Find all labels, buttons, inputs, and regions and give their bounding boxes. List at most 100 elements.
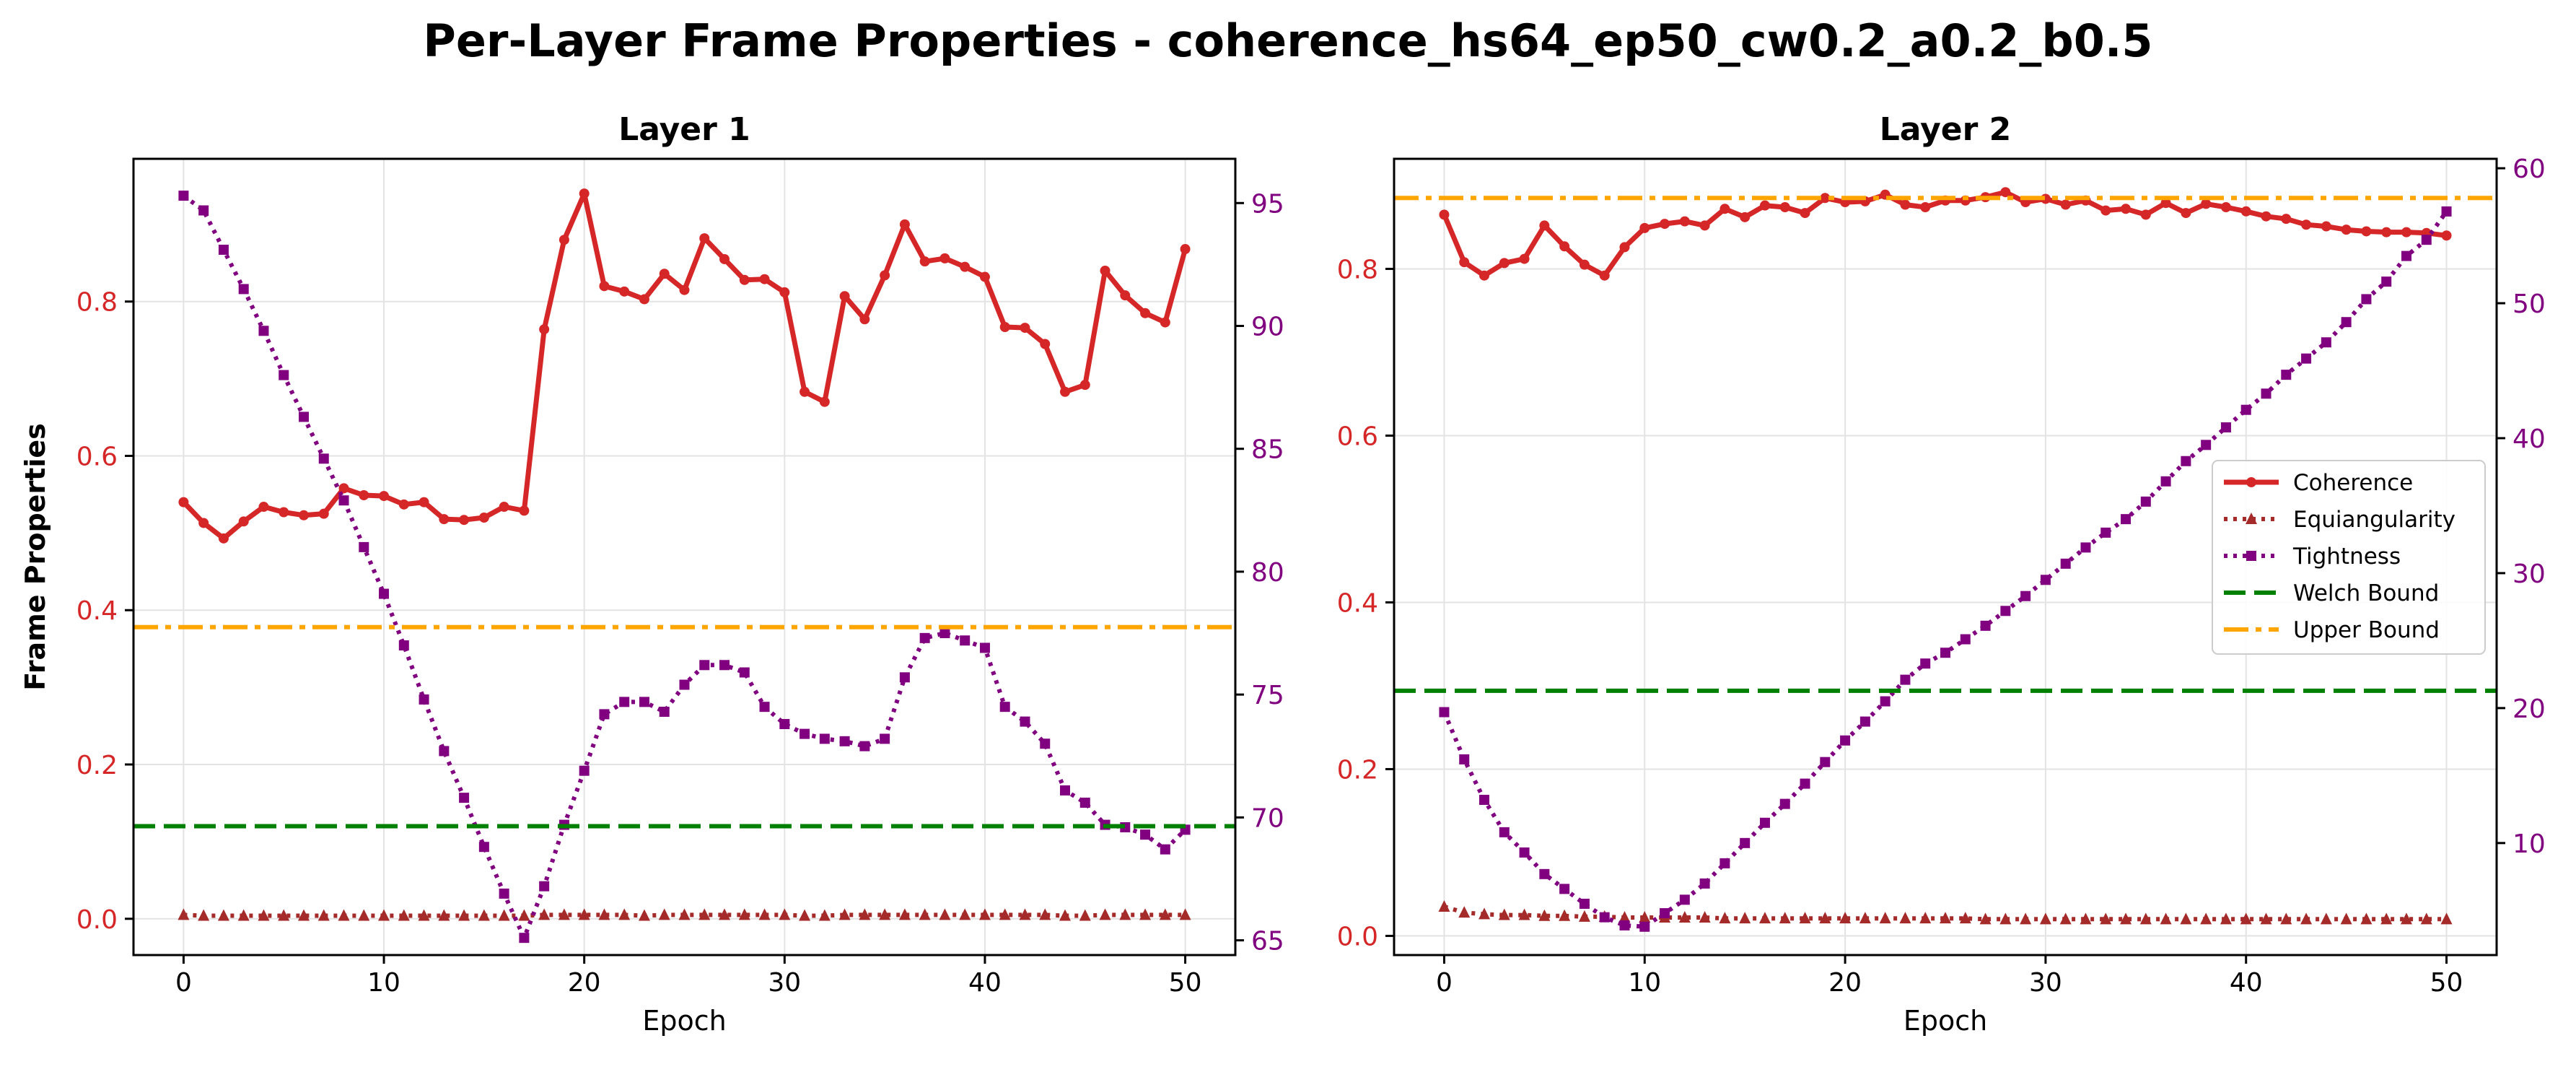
equiangularity-point	[1578, 910, 1590, 922]
tightness-point	[579, 765, 590, 776]
equiangularity-point	[818, 909, 831, 921]
coherence-point	[198, 518, 209, 528]
legend-label-welch-bound: Welch Bound	[2293, 580, 2439, 606]
coherence-point	[1559, 241, 1570, 252]
equiangularity-point	[1059, 909, 1072, 921]
equiangularity-point	[1940, 912, 1951, 924]
equiangularity-point	[1758, 912, 1771, 924]
coherence-point	[919, 256, 930, 267]
tightness-point	[719, 660, 730, 671]
equiangularity-point	[398, 909, 410, 921]
equiangularity-line	[1443, 905, 2447, 922]
equiangularity-point	[1079, 909, 1091, 921]
tightness-point	[439, 746, 450, 757]
x-tick-label: 30	[768, 968, 801, 998]
tightness-point	[839, 736, 850, 746]
tightness-point	[279, 370, 289, 380]
coherence-point	[679, 284, 690, 295]
coherence-point	[238, 516, 249, 527]
x-tick-label: 10	[367, 968, 400, 998]
equiangularity-point	[2360, 912, 2373, 925]
y-tick-label: 0.4	[76, 596, 118, 626]
equiangularity-point	[278, 909, 290, 921]
tightness-markers	[1439, 206, 2452, 932]
coherence-point	[2140, 209, 2151, 220]
x-tick-label: 20	[1828, 968, 1862, 998]
tightness-point	[619, 697, 630, 707]
panel-layer-2: 0 10 20 30 40 50 0.0 0.2 0.4 0.6 0.8 10 20 30 40 50 60 La…	[1337, 111, 2546, 1037]
equiangularity-point	[518, 909, 530, 921]
tightness-point	[419, 694, 429, 705]
coherence-point	[2121, 204, 2132, 214]
tightness-point	[478, 842, 489, 853]
equiangularity-markers	[178, 908, 1191, 921]
equiangularity-point	[719, 908, 731, 920]
legend-marker-coherence	[2246, 477, 2256, 487]
equiangularity-point	[2220, 912, 2232, 925]
equiangularity-point	[237, 909, 250, 921]
tightness-point	[1960, 634, 1971, 645]
coherence-point	[1699, 220, 1710, 231]
equiangularity-point	[1119, 908, 1131, 920]
equiangularity-point	[438, 909, 450, 921]
equiangularity-point	[2120, 912, 2132, 925]
equiangularity-point	[558, 908, 570, 920]
coherence-point	[258, 502, 269, 513]
equiangularity-point	[1518, 908, 1530, 920]
coherence-point	[2361, 226, 2372, 237]
tightness-point	[1699, 878, 1710, 889]
coherence-point	[298, 510, 309, 520]
equiangularity-point	[1859, 912, 1871, 924]
legend-label-equiangularity: Equiangularity	[2293, 507, 2455, 533]
tightness-point	[799, 728, 810, 739]
tightness-point	[1880, 696, 1891, 707]
equiangularity-point	[2260, 912, 2272, 925]
tightness-point	[2240, 404, 2251, 415]
coherence-point	[1140, 308, 1151, 318]
equiangularity-point	[1779, 912, 1791, 924]
tightness-point	[1779, 798, 1790, 809]
coherence-point	[599, 281, 610, 292]
coherence-point	[839, 291, 850, 302]
tightness-point	[539, 881, 550, 892]
coherence-point	[1040, 339, 1051, 349]
tightness-point	[1679, 894, 1690, 905]
coherence-point	[960, 261, 971, 272]
coherence-point	[1619, 242, 1630, 253]
coherence-point	[759, 274, 770, 284]
y-tick-label: 0.2	[76, 751, 118, 780]
tightness-point	[1740, 837, 1751, 848]
equiangularity-point	[458, 909, 470, 921]
coherence-point	[318, 508, 329, 519]
tightness-point	[178, 191, 189, 201]
tightness-point	[1040, 738, 1051, 749]
x-tick-label: 50	[1169, 968, 1202, 998]
equiangularity-point	[1639, 911, 1651, 923]
equiangularity-point	[2160, 912, 2172, 925]
coherence-point	[1579, 259, 1590, 270]
tightness-point	[1639, 921, 1650, 932]
panels: 0 10 20 30 40 50 0.0 0.2 0.4 0.6 0.8 65 70 75 80 85 90 95…	[19, 111, 2546, 1037]
equiangularity-point	[258, 909, 270, 921]
tightness-point	[1559, 884, 1570, 894]
coherence-point	[1160, 317, 1170, 328]
axes-frame	[132, 157, 1237, 956]
tightness-point	[2281, 370, 2292, 380]
tightness-point	[1459, 754, 1470, 764]
x-tick-label: 40	[2230, 968, 2263, 998]
coherence-point	[619, 286, 630, 297]
coherence-point	[1719, 204, 1730, 214]
equiangularity-point	[959, 908, 971, 920]
equiangularity-point	[1839, 912, 1852, 924]
y2-tick-label: 40	[2513, 424, 2546, 454]
coherence-point	[359, 489, 369, 500]
tightness-point	[2181, 456, 2191, 466]
equiangularity-point	[1498, 908, 1510, 920]
coherence-point	[999, 321, 1010, 332]
tightness-point	[979, 642, 990, 653]
tightness-point	[1840, 735, 1851, 746]
coherence-point	[459, 515, 470, 526]
tightness-point	[859, 741, 870, 751]
equiangularity-point	[1559, 909, 1571, 921]
panel-title: Layer 1	[618, 111, 750, 148]
